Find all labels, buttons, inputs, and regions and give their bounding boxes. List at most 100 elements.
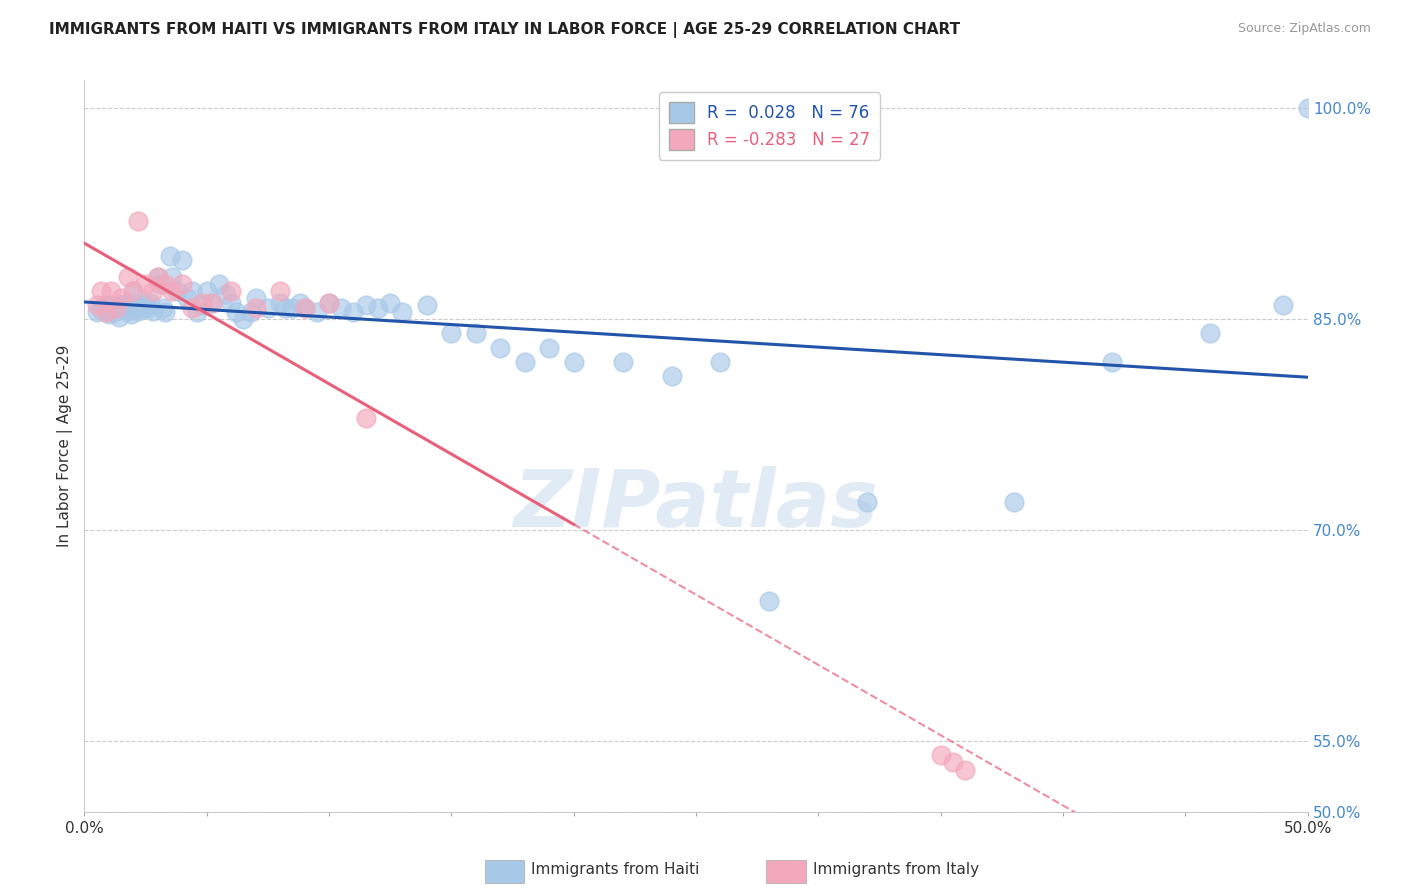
Point (186, 305, 208, 319)
Point (1198, 326, 1220, 341)
Point (122, 285, 145, 299)
Point (135, 277, 157, 292)
Point (153, 277, 176, 292)
Point (122, 285, 145, 299)
Point (125, 301, 148, 315)
Point (200, 295, 222, 310)
Point (195, 285, 218, 299)
Point (257, 301, 280, 315)
Point (117, 304, 139, 318)
Point (152, 301, 174, 315)
Point (330, 301, 353, 315)
Point (117, 270, 139, 285)
Point (1002, 495, 1025, 509)
Point (110, 291, 132, 305)
Point (97, 304, 120, 318)
Point (153, 305, 176, 319)
Point (318, 295, 340, 310)
Y-axis label: In Labor Force | Age 25-29: In Labor Force | Age 25-29 (58, 345, 73, 547)
Point (269, 285, 291, 299)
Point (612, 354, 634, 368)
Point (239, 305, 262, 319)
Point (513, 354, 536, 368)
Point (162, 270, 184, 285)
Point (856, 495, 879, 509)
Point (105, 301, 128, 315)
Point (288, 295, 311, 310)
Point (191, 295, 214, 310)
Point (142, 304, 165, 318)
Point (181, 301, 204, 315)
Point (294, 301, 316, 315)
Point (245, 301, 267, 315)
Point (191, 298, 214, 312)
Point (416, 298, 439, 312)
Point (294, 301, 316, 315)
Point (172, 253, 194, 268)
Point (142, 285, 165, 299)
Point (342, 305, 364, 319)
Point (90, 302, 112, 317)
Legend: R =  0.028   N = 76, R = -0.283   N = 27: R = 0.028 N = 76, R = -0.283 N = 27 (658, 92, 880, 160)
Point (181, 285, 204, 299)
Point (112, 301, 135, 315)
Point (129, 295, 152, 310)
Point (200, 295, 222, 310)
Point (440, 326, 463, 341)
Point (391, 305, 413, 319)
Point (953, 763, 976, 777)
Point (318, 295, 340, 310)
Point (245, 291, 267, 305)
Point (661, 368, 683, 383)
Point (93, 298, 115, 312)
Text: Immigrants from Italy: Immigrants from Italy (813, 863, 979, 877)
Point (110, 298, 132, 312)
Point (97, 307, 120, 321)
Point (380, 295, 402, 310)
Point (709, 354, 731, 368)
Point (274, 301, 297, 315)
Point (159, 249, 181, 263)
Point (135, 298, 157, 312)
Text: IMMIGRANTS FROM HAITI VS IMMIGRANTS FROM ITALY IN LABOR FORCE | AGE 25-29 CORREL: IMMIGRANTS FROM HAITI VS IMMIGRANTS FROM… (49, 22, 960, 38)
Point (96, 305, 118, 319)
Point (146, 270, 169, 285)
Point (758, 593, 780, 607)
Point (367, 301, 389, 315)
Point (149, 277, 172, 292)
Point (146, 270, 169, 285)
Point (538, 341, 561, 355)
Point (107, 310, 129, 324)
Point (942, 756, 965, 770)
Point (96, 301, 118, 315)
Point (562, 354, 585, 368)
Point (219, 295, 242, 310)
Point (120, 307, 142, 321)
Point (489, 341, 512, 355)
Text: ZIPatlas: ZIPatlas (513, 466, 879, 543)
Point (139, 295, 162, 310)
Point (103, 305, 125, 319)
Point (172, 277, 194, 292)
Point (232, 312, 254, 326)
Point (90, 285, 112, 299)
Point (136, 301, 159, 315)
Point (208, 277, 231, 292)
Text: Immigrants from Haiti: Immigrants from Haiti (531, 863, 700, 877)
Point (1296, 102, 1319, 116)
Point (176, 291, 198, 305)
Point (86, 298, 108, 312)
Point (215, 287, 238, 301)
Point (1101, 354, 1123, 368)
Point (132, 301, 155, 315)
Point (127, 304, 149, 318)
Point (166, 285, 188, 299)
Point (100, 285, 122, 299)
Point (100, 298, 122, 312)
Point (354, 410, 377, 425)
Point (162, 285, 184, 299)
Point (269, 295, 291, 310)
Text: Source: ZipAtlas.com: Source: ZipAtlas.com (1237, 22, 1371, 36)
Point (127, 214, 149, 228)
Point (225, 305, 247, 319)
